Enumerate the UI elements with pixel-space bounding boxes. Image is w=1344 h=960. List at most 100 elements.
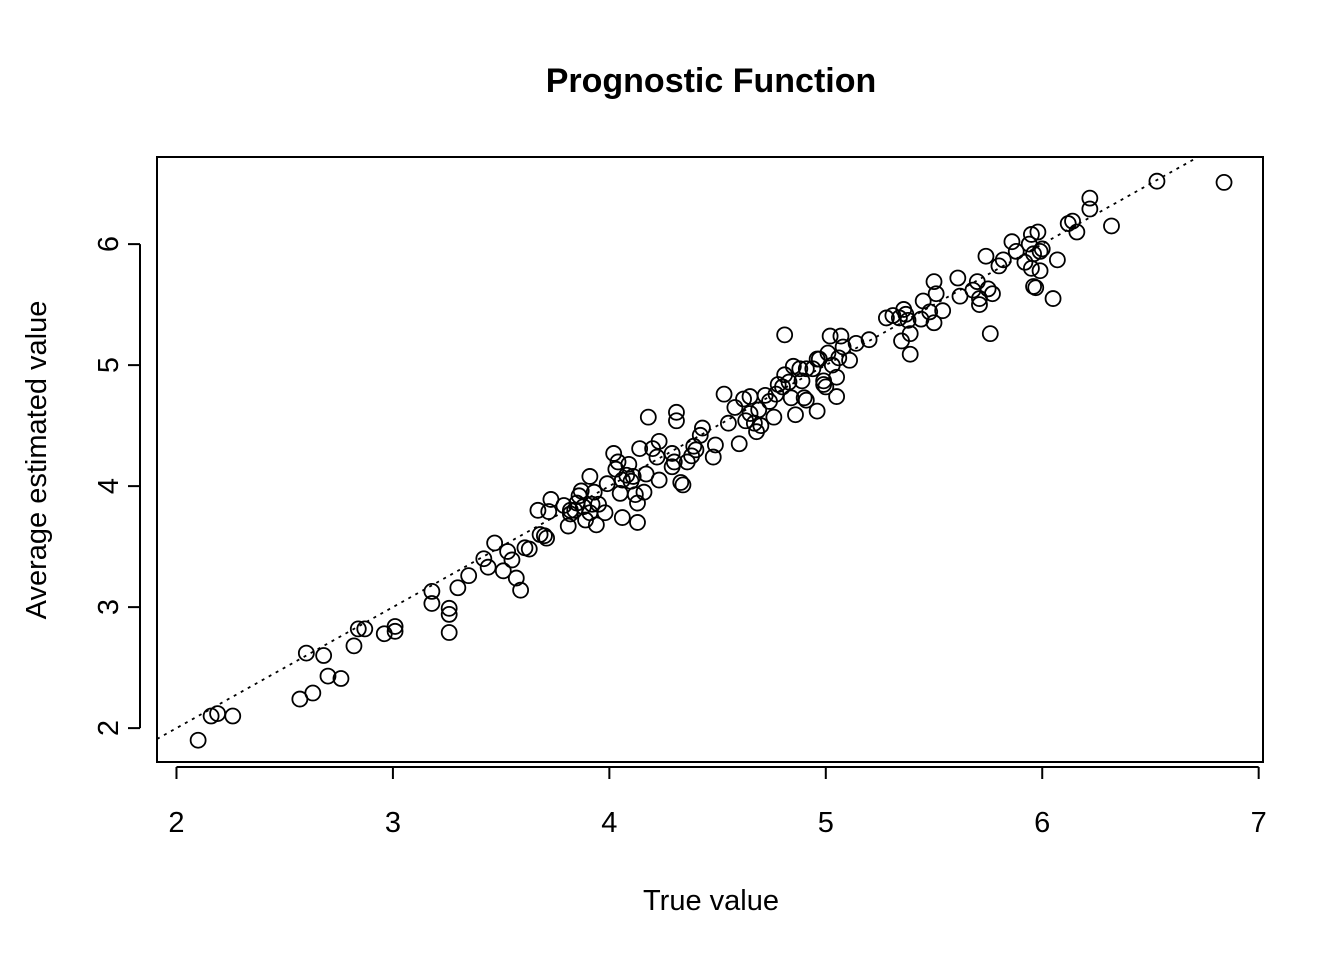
- data-point: [596, 504, 614, 522]
- data-point: [605, 445, 623, 462]
- data-point: [977, 247, 995, 265]
- data-point: [609, 453, 627, 471]
- data-point: [797, 360, 815, 378]
- y-axis-label: Average estimated value: [21, 301, 53, 620]
- data-point: [540, 503, 558, 520]
- y-tick-label: 6: [93, 236, 125, 252]
- x-tick-label: 3: [385, 807, 401, 839]
- data-point: [832, 327, 850, 345]
- data-point: [841, 351, 859, 369]
- data-point: [847, 334, 865, 352]
- data-point: [672, 474, 690, 491]
- data-point: [707, 436, 724, 454]
- data-point: [356, 620, 374, 638]
- data-point: [1068, 223, 1086, 241]
- data-point: [793, 372, 811, 390]
- data-point: [787, 406, 804, 424]
- x-axis: 2 3 4 5 6 7: [168, 766, 1267, 839]
- data-point: [726, 399, 744, 416]
- data-point: [927, 285, 945, 303]
- data-point: [585, 483, 603, 501]
- data-point: [620, 455, 638, 473]
- data-point: [507, 569, 525, 587]
- data-point: [499, 543, 517, 560]
- data-point: [715, 385, 733, 403]
- data-point: [817, 378, 835, 396]
- plot-frame: [156, 156, 1264, 763]
- data-point: [1081, 189, 1099, 207]
- data-point: [650, 432, 668, 450]
- data-point: [934, 302, 952, 320]
- data-point: [587, 516, 605, 534]
- data-point: [1007, 242, 1025, 260]
- data-point: [460, 567, 478, 585]
- data-point: [921, 303, 939, 321]
- data-point: [631, 440, 649, 458]
- x-tick-label: 4: [601, 807, 617, 839]
- data-point: [440, 624, 458, 641]
- data-point: [536, 527, 553, 545]
- data-point: [663, 445, 681, 462]
- data-point: [635, 483, 653, 501]
- data-point: [224, 707, 242, 725]
- data-point: [559, 517, 577, 535]
- data-point: [994, 251, 1012, 269]
- data-point: [949, 269, 967, 287]
- data-point: [668, 403, 685, 421]
- x-axis-label: True value: [643, 885, 779, 917]
- data-point: [834, 338, 852, 356]
- data-point: [1064, 212, 1081, 230]
- data-point: [674, 476, 692, 494]
- data-point: [650, 471, 668, 489]
- data-point: [860, 331, 878, 349]
- data-point: [828, 368, 846, 386]
- data-point: [449, 579, 467, 597]
- data-point: [319, 667, 337, 685]
- data-point: [1003, 233, 1021, 251]
- data-point: [971, 296, 988, 314]
- y-tick-label: 3: [93, 599, 125, 615]
- y-tick-label: 2: [93, 720, 125, 736]
- data-points: [189, 172, 1233, 749]
- data-point: [386, 618, 404, 635]
- data-point: [423, 582, 441, 600]
- data-point: [1027, 279, 1045, 297]
- data-point: [583, 495, 601, 513]
- data-point: [1148, 172, 1166, 190]
- data-point: [1033, 240, 1051, 258]
- data-point: [581, 468, 599, 485]
- data-point: [901, 325, 919, 343]
- data-point: [626, 486, 644, 503]
- data-point: [503, 551, 521, 569]
- y-tick-label: 5: [93, 357, 125, 373]
- data-point: [512, 581, 530, 599]
- data-point: [423, 595, 441, 612]
- data-point: [925, 314, 943, 332]
- data-point: [440, 605, 458, 623]
- data-point: [332, 670, 350, 687]
- data-point: [981, 325, 999, 343]
- data-point: [297, 644, 315, 662]
- data-point: [349, 620, 367, 638]
- data-point: [830, 349, 848, 367]
- data-point: [925, 273, 943, 291]
- data-point: [1031, 262, 1049, 280]
- data-point: [572, 482, 590, 500]
- data-point: [780, 373, 798, 391]
- data-point: [624, 468, 642, 485]
- data-point: [1016, 253, 1034, 271]
- data-point: [752, 417, 770, 435]
- data-point: [797, 391, 815, 409]
- data-point: [741, 405, 759, 422]
- data-point: [691, 426, 709, 444]
- data-point: [776, 326, 794, 344]
- data-point: [1048, 251, 1066, 269]
- data-point: [520, 540, 538, 558]
- data-point: [1044, 290, 1062, 307]
- data-point: [440, 599, 458, 617]
- data-point: [345, 637, 363, 655]
- data-point: [529, 501, 547, 519]
- data-point: [475, 550, 493, 568]
- data-point: [750, 401, 768, 419]
- data-point: [304, 684, 322, 702]
